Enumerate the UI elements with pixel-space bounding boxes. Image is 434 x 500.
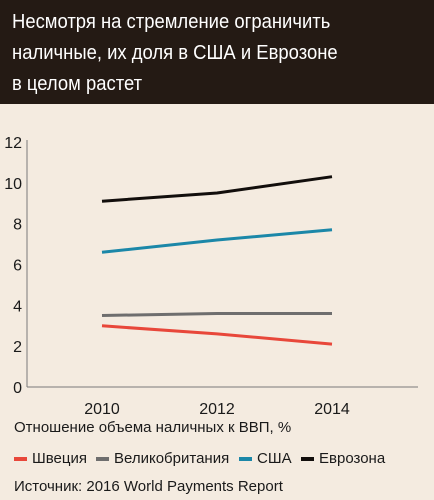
y-tick-labels: 0 2 4 6 8 10 12 xyxy=(4,135,22,397)
series-line-2 xyxy=(101,312,332,317)
title-line-1: Несмотря на стремление ограничить xyxy=(12,10,331,33)
legend-swatch-usa xyxy=(239,456,252,461)
legend-swatch-uk xyxy=(96,456,109,461)
title-line-2: наличные, их доля в США и Еврозоне xyxy=(12,41,338,64)
legend-item-eurozone: Еврозона xyxy=(301,450,385,467)
y-tick-label: 0 xyxy=(13,380,22,397)
chart-title: Несмотря на стремление ограничить наличн… xyxy=(12,6,417,99)
legend-swatch-eurozone xyxy=(301,456,314,461)
y-tick-label: 12 xyxy=(4,135,22,152)
axis-note: Отношение объема наличных к ВВП, % xyxy=(14,419,292,436)
legend-item-sweden: Швеция xyxy=(14,450,87,467)
legend-swatch-sweden xyxy=(14,456,27,461)
y-tick-label: 10 xyxy=(4,176,22,193)
y-tick-label: 8 xyxy=(13,217,22,234)
legend-label-usa: США xyxy=(257,450,292,467)
legend-label-eurozone: Еврозона xyxy=(319,450,386,467)
series-line-3 xyxy=(101,228,333,254)
x-tick-labels: 2010 2012 2014 xyxy=(84,401,350,418)
legend-item-usa: США xyxy=(239,450,292,467)
y-tick-label: 2 xyxy=(13,339,22,356)
x-tick-label: 2014 xyxy=(314,401,350,418)
y-tick-label: 6 xyxy=(13,258,22,275)
series-line-1 xyxy=(101,324,333,346)
series-line-4 xyxy=(101,175,333,203)
title-line-3: в целом растет xyxy=(12,72,143,95)
x-tick-label: 2012 xyxy=(199,401,235,418)
source-note: Источник: 2016 World Payments Report xyxy=(14,478,283,495)
x-tick-label: 2010 xyxy=(84,401,120,418)
chart-header: Несмотря на стремление ограничить наличн… xyxy=(0,0,434,104)
legend-item-uk: Великобритания xyxy=(96,450,229,467)
legend-label-sweden: Швеция xyxy=(32,450,87,467)
legend-label-uk: Великобритания xyxy=(114,450,230,467)
series-lines xyxy=(101,175,333,346)
y-tick-label: 4 xyxy=(13,298,22,315)
